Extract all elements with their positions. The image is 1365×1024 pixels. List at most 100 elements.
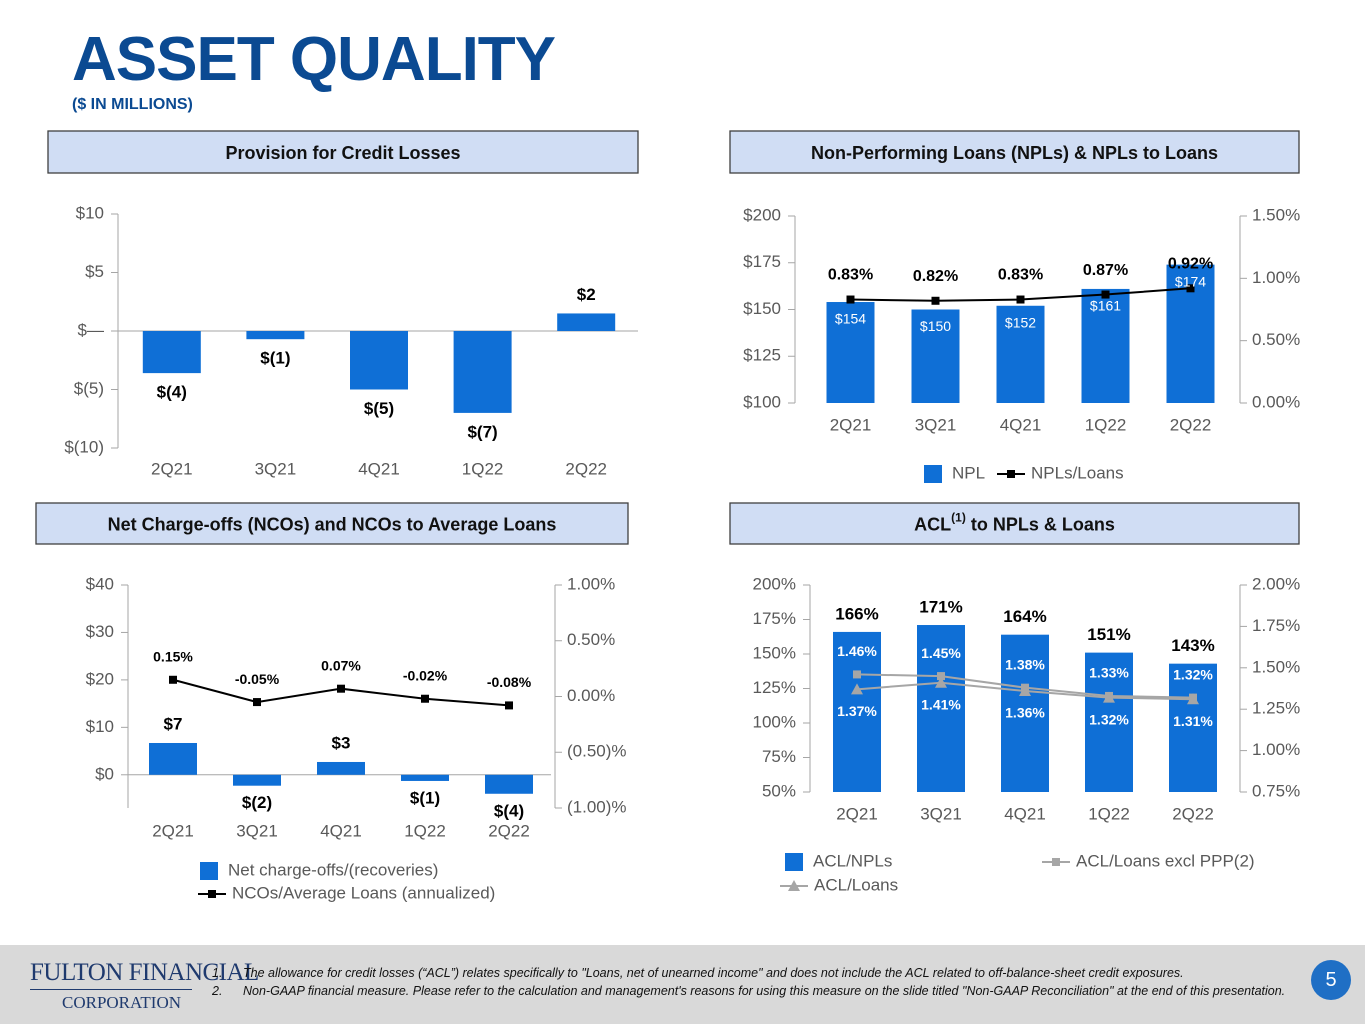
y-tick-label: $— (78, 320, 104, 339)
footnote: 1. The allowance for credit losses (“ACL”… (212, 964, 1292, 982)
line-marker (853, 670, 861, 679)
value-label: 0.83% (998, 267, 1043, 284)
y-tick-label: $(5) (74, 379, 104, 398)
legend-marker (208, 890, 216, 898)
y-tick-label: $200 (743, 205, 781, 224)
legend-marker (1007, 470, 1015, 478)
legend-label: ACL/NPLs (813, 851, 892, 870)
line-marker (337, 684, 345, 693)
line-marker (421, 694, 429, 703)
chart-title: Net Charge-offs (NCOs) and NCOs to Avera… (108, 514, 557, 534)
chart-title: Non-Performing Loans (NPLs) & NPLs to Lo… (811, 143, 1218, 163)
y-tick-label: $40 (86, 574, 114, 593)
value-label: -0.05% (235, 671, 280, 687)
page-number: 5 (1311, 960, 1351, 1000)
y2-tick-label: 2.00% (1252, 574, 1300, 593)
x-tick-label: 3Q21 (236, 821, 278, 840)
bar (917, 625, 965, 792)
y2-tick-label: 0.00% (567, 686, 615, 705)
x-tick-label: 2Q21 (836, 804, 878, 823)
page-subtitle: ($ IN MILLIONS) (72, 96, 193, 113)
value-label: 1.45% (921, 645, 961, 661)
x-tick-label: 3Q21 (255, 459, 297, 478)
bar (246, 331, 305, 340)
x-tick-label: 3Q21 (920, 804, 962, 823)
y-tick-label: $5 (85, 262, 104, 281)
value-label: 0.83% (828, 267, 873, 284)
value-label: $(1) (410, 788, 440, 807)
logo-subname: CORPORATION (62, 993, 182, 1012)
value-label: 1.41% (921, 696, 961, 712)
value-label: 1.36% (1005, 705, 1045, 721)
chart-title: ACL(1) to NPLs & Loans (914, 511, 1115, 535)
value-label: 0.82% (913, 268, 958, 285)
value-label: -0.02% (403, 667, 448, 683)
x-tick-label: 4Q21 (320, 821, 362, 840)
y-tick-label: $175 (743, 252, 781, 271)
chart-title-main: Non-Performing Loans (NPLs) & NPLs to Lo… (811, 143, 1218, 163)
bar (1001, 634, 1049, 792)
x-tick-label: 3Q21 (915, 415, 957, 434)
legend-swatch (200, 862, 218, 880)
line-marker (937, 672, 945, 681)
chart-header-box (35, 502, 629, 545)
y-tick-label: $30 (86, 622, 114, 641)
value-label: $150 (920, 318, 951, 334)
value-label: $(7) (467, 422, 497, 441)
bar (557, 313, 616, 331)
y-tick-label: $150 (743, 299, 781, 318)
line-marker (851, 683, 863, 695)
bar (911, 309, 960, 403)
y2-tick-label: 1.75% (1252, 616, 1300, 635)
y2-tick-label: 1.00% (1252, 740, 1300, 759)
chart-title-main: Provision for Credit Losses (225, 143, 460, 163)
chart-header-box (729, 502, 1300, 545)
charts: Provision for Credit Losses $(10) $(5) $— $5… (35, 130, 1300, 902)
y-tick-label: 200% (753, 574, 796, 593)
line-marker (1101, 290, 1110, 299)
y-tick-label: $125 (743, 346, 781, 365)
value-label: $(1) (260, 349, 290, 368)
value-label: 1.32% (1173, 666, 1213, 682)
y2-tick-label: 1.25% (1252, 699, 1300, 718)
legend-label: ACL/Loans (814, 875, 898, 894)
bar (833, 631, 881, 792)
y-tick-label: 175% (753, 609, 796, 628)
bar (453, 331, 512, 413)
value-label: $(5) (364, 399, 394, 418)
line-marker (1016, 295, 1025, 304)
value-label: $161 (1090, 298, 1121, 314)
line-marker (931, 296, 940, 305)
chart-title-rest: to NPLs & Loans (966, 514, 1115, 534)
x-tick-label: 4Q21 (358, 459, 400, 478)
y2-tick-label: 1.00% (567, 574, 615, 593)
y-tick-label: 50% (762, 781, 796, 800)
y-tick-label: 75% (762, 747, 796, 766)
line-marker (1187, 693, 1199, 705)
bar (149, 742, 197, 775)
x-tick-label: 2Q22 (565, 459, 607, 478)
page-title: ASSET QUALITY (72, 25, 556, 94)
y2-tick-label: 0.75% (1252, 781, 1300, 800)
y-tick-label: 150% (753, 643, 796, 662)
y2-tick-label: (1.00)% (567, 797, 627, 816)
line-marker (935, 676, 947, 688)
chart-title-main: Net Charge-offs (NCOs) and NCOs to Avera… (108, 514, 557, 534)
x-tick-label: 1Q22 (1085, 415, 1127, 434)
y-tick-label: $100 (743, 392, 781, 411)
value-label: 143% (1171, 636, 1214, 655)
bar (317, 761, 365, 775)
value-label: $2 (577, 285, 596, 304)
logo-name: FULTON FINANCIAL (30, 959, 259, 986)
x-tick-label: 4Q21 (1004, 804, 1046, 823)
value-label: 1.37% (837, 703, 877, 719)
x-tick-label: 2Q21 (830, 415, 872, 434)
y-tick-label: 125% (753, 678, 796, 697)
y-tick-label: $(10) (64, 437, 104, 456)
y2-tick-label: 0.50% (1252, 330, 1300, 349)
legend-label: ACL/Loans excl PPP(2) (1076, 851, 1255, 870)
y2-tick-label: 1.50% (1252, 205, 1300, 224)
y2-tick-label: 1.00% (1252, 268, 1300, 287)
x-tick-label: 1Q22 (462, 459, 504, 478)
